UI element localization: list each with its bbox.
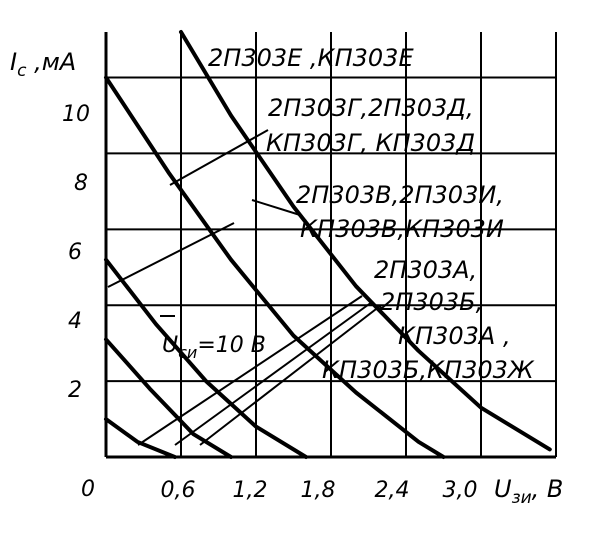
y-axis-title: Iс ,мА: [10, 48, 76, 81]
y-tick-label: 2: [68, 378, 82, 403]
grid: [104, 32, 557, 459]
leader-line: [169, 129, 269, 186]
leader-line: [199, 305, 381, 446]
x-axis-title: Uзи, В: [494, 475, 563, 508]
leader-line: [174, 301, 373, 446]
annotation-2p303v-line1: 2П303В,2П303И,: [296, 181, 504, 209]
series-line-5: [179, 30, 552, 452]
leader-line: [379, 305, 383, 311]
curves: [104, 30, 552, 459]
x-tick-label: 0,6: [161, 478, 196, 503]
series-line-4: [104, 75, 446, 459]
x-tick-label: 2,4: [375, 478, 410, 503]
series-line-3: [104, 257, 308, 459]
annotation-2p303a-line2: 2П303Б,: [380, 288, 483, 316]
annotation-2p303a-line4: КП303Б,КП303Ж: [322, 356, 535, 384]
series-line-1: [104, 417, 177, 459]
parameter-label: Uси=10 В: [162, 333, 266, 362]
y-tick-label: 10: [62, 102, 90, 127]
leader-lines: [107, 129, 383, 446]
origin-label: 0: [81, 477, 95, 502]
annotation-2p303a-line3: КП303А ,: [398, 322, 511, 350]
annotation-2p303a-line1: 2П303А,: [374, 256, 477, 284]
x-tick-label: 1,8: [301, 478, 336, 503]
leader-line: [137, 295, 363, 446]
annotation-2p303g-line2: КП303Г, КП303Д: [266, 129, 475, 157]
annotation-2p303v-line2: КП303В,КП303И: [300, 215, 504, 243]
y-tick-label: 4: [68, 309, 82, 334]
leader-line: [107, 222, 235, 288]
leader-line: [251, 199, 301, 216]
y-tick-label: 8: [74, 171, 88, 196]
annotation-2p303g-line1: 2П303Г,2П303Д,: [268, 94, 474, 122]
x-tick-label: 1,2: [233, 478, 268, 503]
x-tick-label: 3,0: [443, 478, 478, 503]
y-tick-label: 6: [68, 240, 82, 265]
series-line-2: [104, 337, 233, 459]
annotation-2p303e: 2П303Е ,КП303Е: [208, 44, 414, 72]
